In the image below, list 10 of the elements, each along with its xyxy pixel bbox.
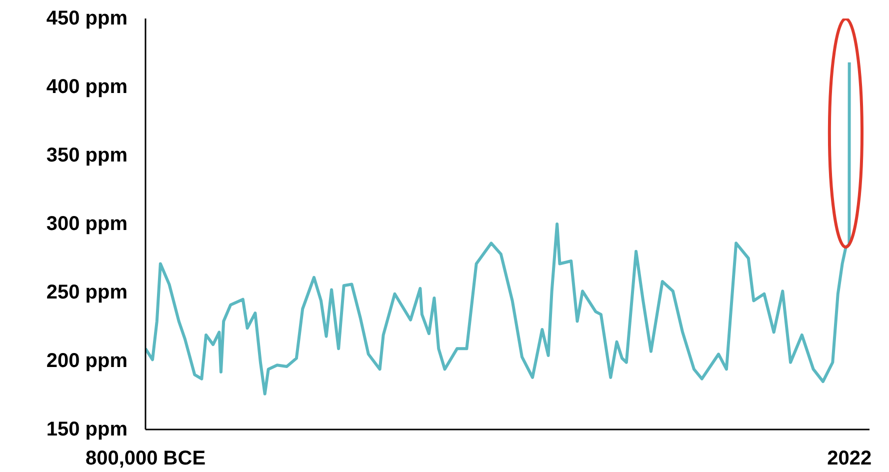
y-tick-label: 300 ppm <box>46 213 128 235</box>
y-tick-label: 400 ppm <box>46 76 128 98</box>
line-series <box>146 60 851 396</box>
y-tick-label: 150 ppm <box>46 418 128 440</box>
y-tick-label: 450 ppm <box>46 8 128 30</box>
x-tick-label: 800,000 BCE <box>85 448 206 470</box>
x-tick-label: 2022 <box>827 448 872 470</box>
y-tick-label: 200 ppm <box>46 350 128 372</box>
y-tick-label: 250 ppm <box>46 282 128 304</box>
y-tick-label: 350 ppm <box>46 144 128 166</box>
